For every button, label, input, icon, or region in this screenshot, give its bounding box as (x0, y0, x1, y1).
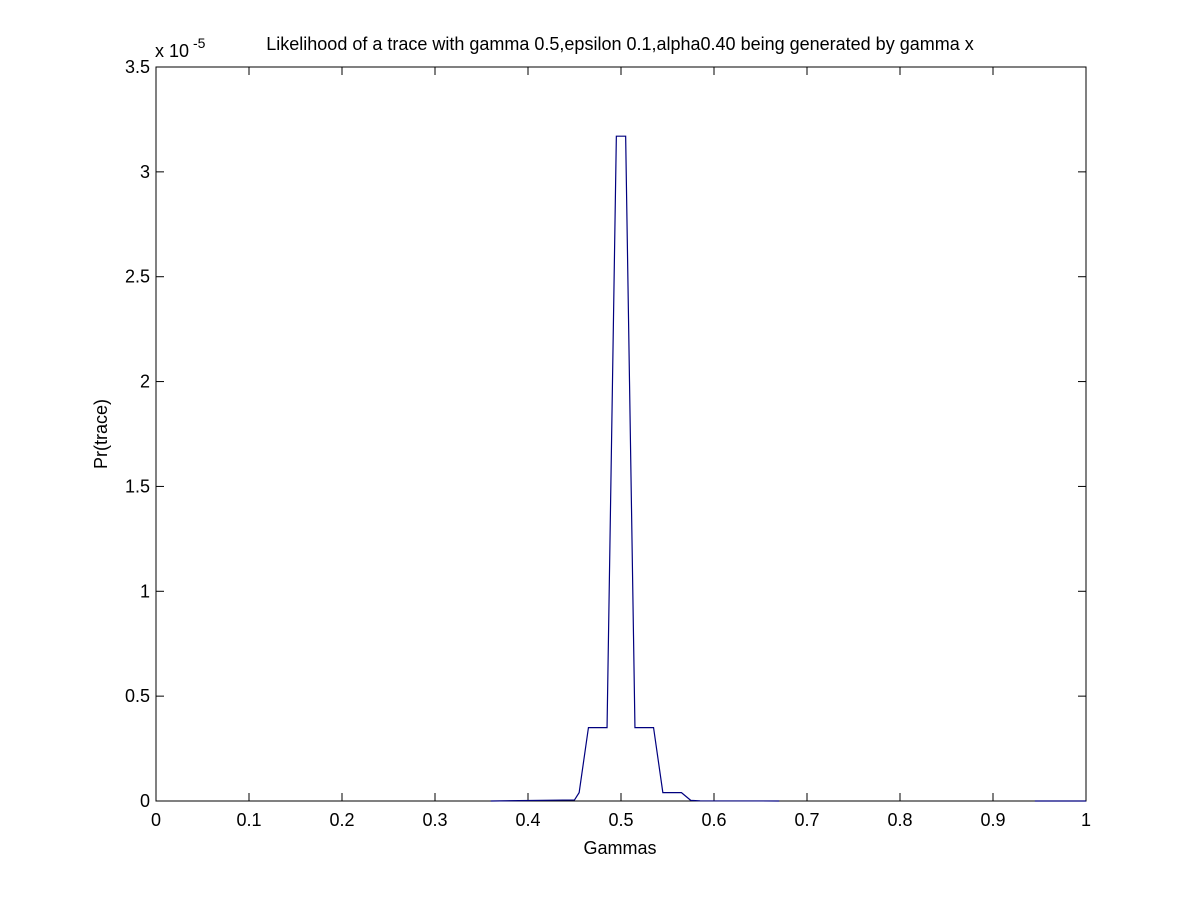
y-exponent-power: -5 (193, 35, 206, 51)
chart-title: Likelihood of a trace with gamma 0.5,eps… (266, 34, 973, 54)
x-tick-label: 0.7 (794, 810, 819, 830)
x-tick-label: 0.9 (980, 810, 1005, 830)
y-tick-label: 1.5 (125, 476, 150, 496)
plot-area: 0 0.1 0.2 0.3 0.4 0.5 0.6 0.7 0.8 0.9 1 0 0.5 1 1.5 2 2.… (125, 57, 1091, 830)
x-axis-label: Gammas (583, 838, 656, 858)
x-tick-label: 0.6 (701, 810, 726, 830)
y-tick-label: 3 (140, 162, 150, 182)
y-axis-label: Pr(trace) (91, 399, 111, 469)
y-tick-label: 0 (140, 791, 150, 811)
y-tick-label: 2 (140, 372, 150, 392)
x-tick-label: 0.8 (887, 810, 912, 830)
series-line (490, 135, 780, 802)
x-tick-label: 0.4 (515, 810, 540, 830)
x-tick-label: 1 (1081, 810, 1091, 830)
x-tick-label: 0.5 (608, 810, 633, 830)
x-tick-label: 0.3 (422, 810, 447, 830)
x-tick-label: 0.1 (236, 810, 261, 830)
axes-box (155, 66, 1087, 802)
y-tick-label: 2.5 (125, 267, 150, 287)
y-tick-label: 1 (140, 581, 150, 601)
y-tick-label: 3.5 (125, 57, 150, 77)
y-exponent-base: x 10 (155, 41, 189, 61)
x-tick-label: 0 (151, 810, 161, 830)
y-tick-label: 0.5 (125, 686, 150, 706)
x-tick-label: 0.2 (329, 810, 354, 830)
